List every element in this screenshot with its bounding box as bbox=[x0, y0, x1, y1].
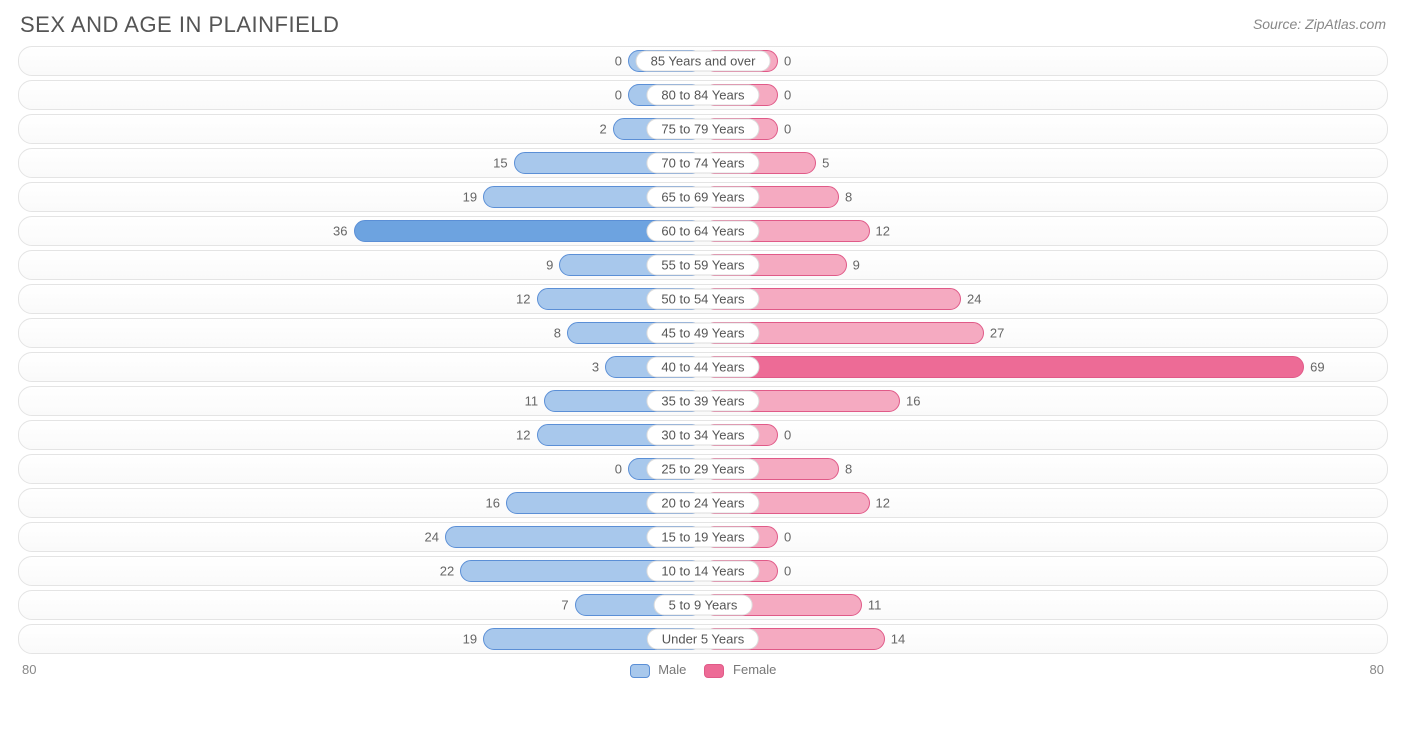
female-value: 8 bbox=[845, 190, 852, 205]
legend: Male Female bbox=[630, 662, 777, 678]
chart-row: 65 to 69 Years 19 8 bbox=[18, 182, 1388, 212]
axis-max-left: 80 bbox=[22, 662, 36, 677]
chart-row: 60 to 64 Years 36 12 bbox=[18, 216, 1388, 246]
chart-row: 35 to 39 Years 11 16 bbox=[18, 386, 1388, 416]
female-value: 0 bbox=[784, 564, 791, 579]
category-label: 15 to 19 Years bbox=[646, 527, 759, 548]
chart-row: 10 to 14 Years 22 0 bbox=[18, 556, 1388, 586]
female-value: 69 bbox=[1310, 360, 1324, 375]
category-label: 75 to 79 Years bbox=[646, 119, 759, 140]
male-value: 24 bbox=[425, 530, 439, 545]
chart-row: 80 to 84 Years 0 0 bbox=[18, 80, 1388, 110]
chart-title: SEX AND AGE IN PLAINFIELD bbox=[20, 12, 339, 38]
male-value: 16 bbox=[486, 496, 500, 511]
male-value: 7 bbox=[561, 598, 568, 613]
male-value: 15 bbox=[493, 156, 507, 171]
male-value: 8 bbox=[554, 326, 561, 341]
legend-male: Male bbox=[630, 662, 687, 678]
category-label: 85 Years and over bbox=[636, 51, 771, 72]
chart-row: 20 to 24 Years 16 12 bbox=[18, 488, 1388, 518]
male-swatch-icon bbox=[630, 664, 650, 678]
female-value: 5 bbox=[822, 156, 829, 171]
category-label: 5 to 9 Years bbox=[654, 595, 753, 616]
female-value: 8 bbox=[845, 462, 852, 477]
category-label: 50 to 54 Years bbox=[646, 289, 759, 310]
legend-male-label: Male bbox=[658, 662, 686, 677]
category-label: 45 to 49 Years bbox=[646, 323, 759, 344]
category-label: 80 to 84 Years bbox=[646, 85, 759, 106]
chart-row: 15 to 19 Years 24 0 bbox=[18, 522, 1388, 552]
category-label: 30 to 34 Years bbox=[646, 425, 759, 446]
female-value: 14 bbox=[891, 632, 905, 647]
female-value: 27 bbox=[990, 326, 1004, 341]
chart-row: 55 to 59 Years 9 9 bbox=[18, 250, 1388, 280]
chart-row: 45 to 49 Years 8 27 bbox=[18, 318, 1388, 348]
chart-header: SEX AND AGE IN PLAINFIELD Source: ZipAtl… bbox=[0, 0, 1406, 46]
chart-row: 70 to 74 Years 15 5 bbox=[18, 148, 1388, 178]
male-value: 2 bbox=[600, 122, 607, 137]
legend-female-label: Female bbox=[733, 662, 776, 677]
chart-row: 40 to 44 Years 3 69 bbox=[18, 352, 1388, 382]
category-label: 60 to 64 Years bbox=[646, 221, 759, 242]
female-value: 0 bbox=[784, 122, 791, 137]
chart-row: 30 to 34 Years 12 0 bbox=[18, 420, 1388, 450]
legend-female: Female bbox=[704, 662, 776, 678]
female-swatch-icon bbox=[704, 664, 724, 678]
male-value: 36 bbox=[333, 224, 347, 239]
chart-row: 85 Years and over 0 0 bbox=[18, 46, 1388, 76]
female-value: 0 bbox=[784, 530, 791, 545]
category-label: 40 to 44 Years bbox=[646, 357, 759, 378]
female-value: 0 bbox=[784, 428, 791, 443]
male-value: 19 bbox=[463, 632, 477, 647]
female-value: 0 bbox=[784, 54, 791, 69]
chart-source: Source: ZipAtlas.com bbox=[1253, 12, 1386, 32]
chart-row: 25 to 29 Years 0 8 bbox=[18, 454, 1388, 484]
female-value: 0 bbox=[784, 88, 791, 103]
male-value: 0 bbox=[615, 54, 622, 69]
axis-max-right: 80 bbox=[1370, 662, 1384, 677]
category-label: 25 to 29 Years bbox=[646, 459, 759, 480]
category-label: 55 to 59 Years bbox=[646, 255, 759, 276]
male-value: 11 bbox=[525, 394, 539, 409]
male-value: 19 bbox=[463, 190, 477, 205]
male-value: 3 bbox=[592, 360, 599, 375]
male-value: 0 bbox=[615, 88, 622, 103]
male-value: 12 bbox=[516, 292, 530, 307]
chart-row: 50 to 54 Years 12 24 bbox=[18, 284, 1388, 314]
female-value: 11 bbox=[868, 598, 882, 613]
category-label: 65 to 69 Years bbox=[646, 187, 759, 208]
female-bar bbox=[703, 356, 1304, 378]
chart-area: 85 Years and over0080 to 84 Years0075 to… bbox=[0, 46, 1406, 654]
chart-row: 5 to 9 Years 7 11 bbox=[18, 590, 1388, 620]
chart-footer: 80 Male Female 80 bbox=[0, 658, 1406, 678]
female-value: 24 bbox=[967, 292, 981, 307]
female-value: 16 bbox=[906, 394, 920, 409]
female-value: 9 bbox=[853, 258, 860, 273]
chart-row: 75 to 79 Years 2 0 bbox=[18, 114, 1388, 144]
female-value: 12 bbox=[876, 224, 890, 239]
male-value: 22 bbox=[440, 564, 454, 579]
category-label: 10 to 14 Years bbox=[646, 561, 759, 582]
male-value: 12 bbox=[516, 428, 530, 443]
female-value: 12 bbox=[876, 496, 890, 511]
male-value: 9 bbox=[546, 258, 553, 273]
chart-row: Under 5 Years 19 14 bbox=[18, 624, 1388, 654]
category-label: Under 5 Years bbox=[647, 629, 759, 650]
category-label: 70 to 74 Years bbox=[646, 153, 759, 174]
category-label: 20 to 24 Years bbox=[646, 493, 759, 514]
category-label: 35 to 39 Years bbox=[646, 391, 759, 412]
male-value: 0 bbox=[615, 462, 622, 477]
